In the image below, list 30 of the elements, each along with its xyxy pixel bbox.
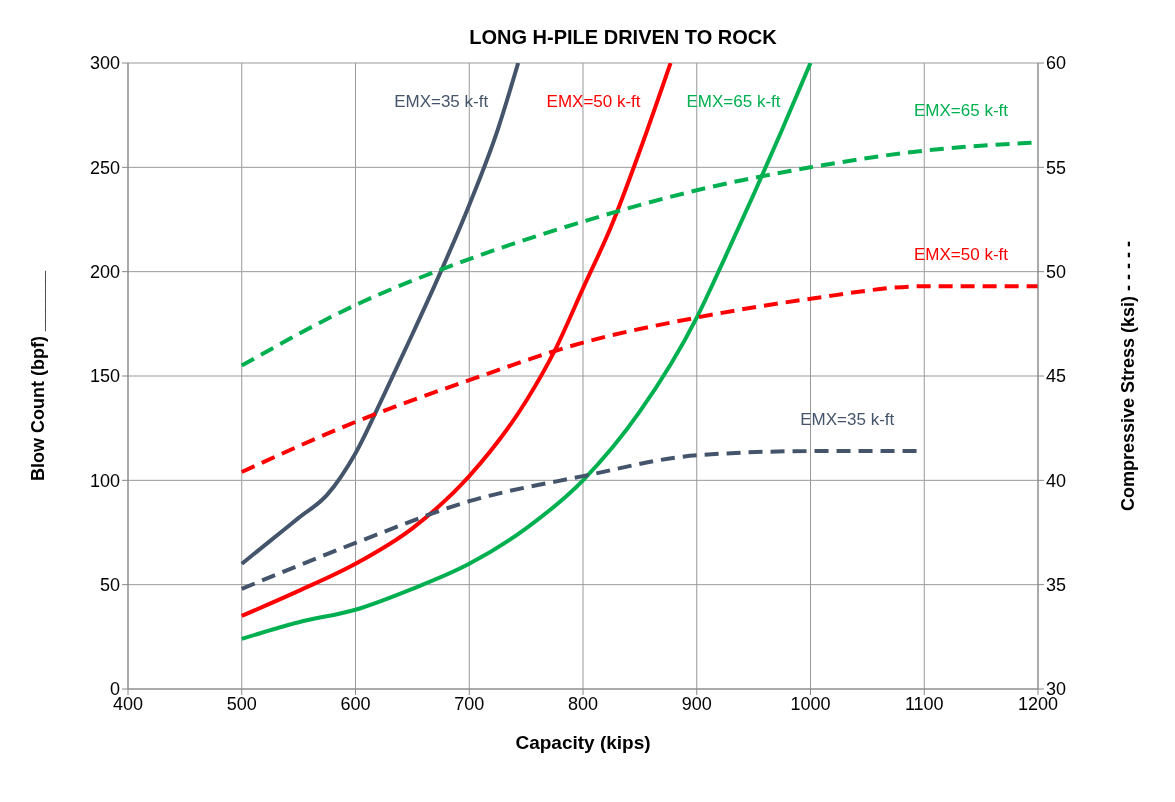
series-label: EMX=35 k-ft <box>800 410 895 430</box>
y-axis-title: Blow Count (bpf) ______ <box>28 270 49 482</box>
y-tick-label: 100 <box>89 470 120 491</box>
y2-tick-label: 40 <box>1046 470 1067 491</box>
x-tick-label: 500 <box>226 693 257 714</box>
y-tick-label: 150 <box>89 366 120 387</box>
y2-tick-label: 50 <box>1046 262 1067 283</box>
y-tick-label: 50 <box>99 575 120 596</box>
chart-title: LONG H-PILE DRIVEN TO ROCK <box>468 25 778 49</box>
y2-tick-label: 55 <box>1046 157 1067 178</box>
series-label: EMX=65 k-ft <box>913 101 1009 121</box>
series-label: EMX=50 k-ft <box>913 245 1009 265</box>
series-label: EMX=35 k-ft <box>394 92 489 111</box>
x-tick-label: 600 <box>340 693 371 714</box>
x-axis-title: Capacity (kips) <box>515 732 651 753</box>
y2-tick-label: 60 <box>1046 53 1067 74</box>
series-label: EMX=65 k-ft <box>686 92 781 111</box>
x-tick-label: 800 <box>567 693 599 714</box>
y-tick-label: 200 <box>89 262 120 283</box>
x-tick-label: 1000 <box>790 693 831 714</box>
series-label: EMX=50 k-ft <box>546 92 641 111</box>
y2-tick-label: 35 <box>1046 575 1067 596</box>
y-tick-label: 250 <box>89 157 120 178</box>
x-tick-label: 700 <box>454 693 485 714</box>
x-tick-label: 1100 <box>904 693 944 714</box>
y2-tick-label: 45 <box>1046 366 1067 387</box>
y-tick-label: 300 <box>89 53 120 74</box>
x-tick-label: 900 <box>681 693 712 714</box>
line-series <box>239 63 521 566</box>
y2-axis-title: Compressive Stress (ksi) - - - - - <box>1118 240 1139 512</box>
